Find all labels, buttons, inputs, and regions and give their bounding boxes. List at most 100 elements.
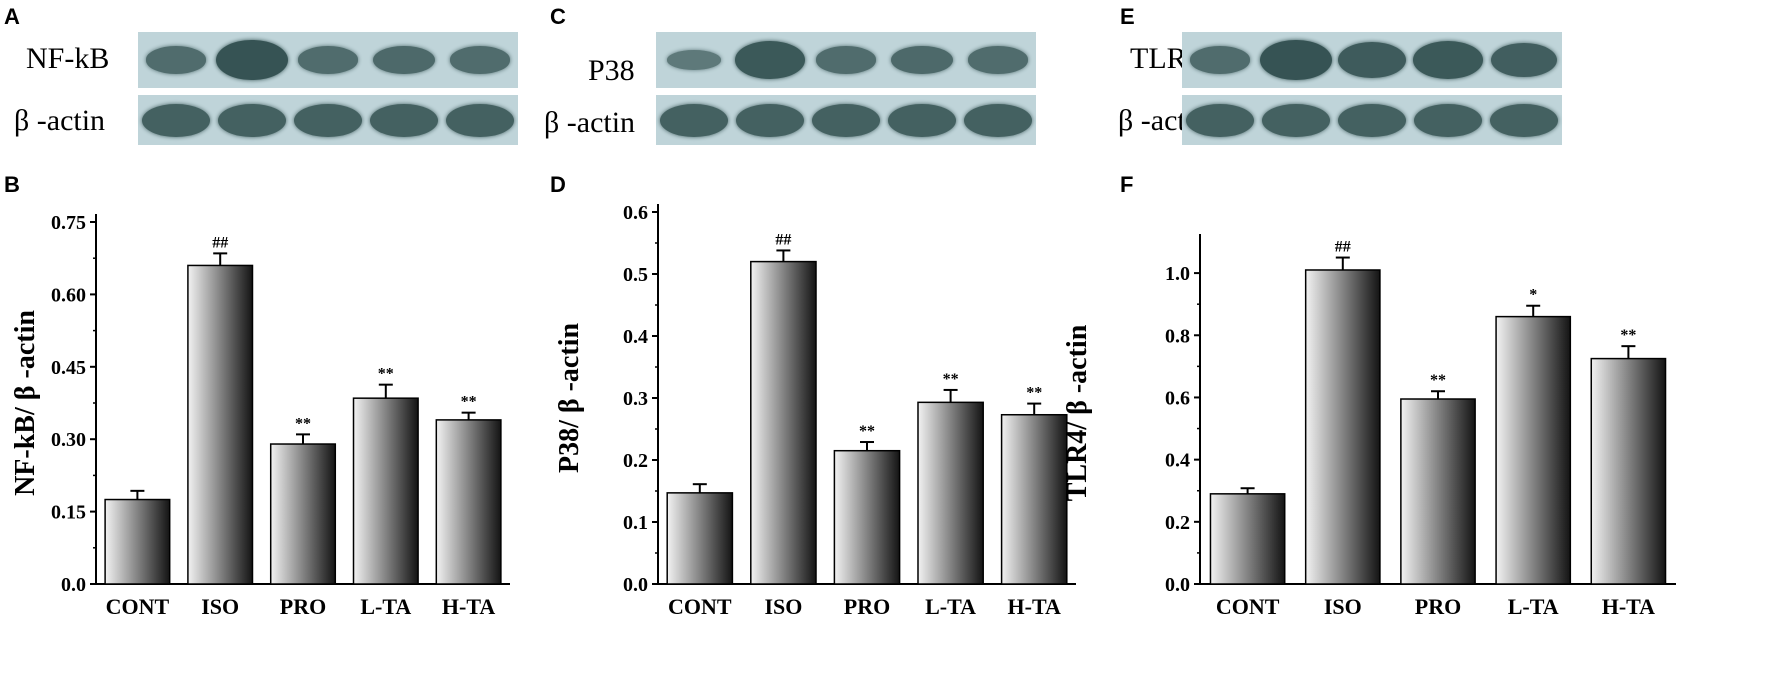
blot-a-protein-band-4 <box>373 45 435 75</box>
chart-b-ytick-label-3: 0.45 <box>51 357 86 379</box>
panel-letter-b: B <box>4 172 20 197</box>
chart-d-ytick-label-2: 0.2 <box>623 450 648 472</box>
blot-e-protein-band-3 <box>1337 41 1407 79</box>
chart-d-annotation-2: ** <box>859 423 875 440</box>
chart-d-annotation-3: ** <box>943 371 959 388</box>
chart-f-ytick-label-0: 0.0 <box>1165 574 1190 596</box>
chart-b-bar-iso <box>187 264 254 585</box>
blot-a-protein-band-1 <box>145 46 207 74</box>
chart-d-ytick-label-5: 0.5 <box>623 264 648 286</box>
chart-d-annotation-4: ** <box>1026 385 1042 402</box>
chart-d-ytick-label-4: 0.4 <box>623 326 648 348</box>
panel-letter-c: C <box>550 4 566 29</box>
chart-d-bar-cont <box>666 492 734 585</box>
blot-e-actin-band-1 <box>1185 103 1255 137</box>
blot-c-protein-label: P38 <box>588 54 635 87</box>
blot-c-protein-band-1 <box>667 50 721 70</box>
blot-e-actin-band-4 <box>1413 103 1483 137</box>
chart-f-annotation-4: ** <box>1620 327 1636 344</box>
chart-b-annotation-1: ## <box>212 234 228 251</box>
blot-e-protein-band-1 <box>1189 46 1251 74</box>
chart-d-annotation-1: ## <box>775 231 791 248</box>
blot-e-actin-strip <box>1182 95 1562 145</box>
chart-d-xtick-label-2: PRO <box>844 594 890 619</box>
chart-d-ytick-label-0: 0.0 <box>623 574 648 596</box>
chart-b-bar-h-ta <box>435 419 502 585</box>
chart-d-bar-pro <box>833 449 901 585</box>
chart-f-xtick-label-3: L-TA <box>1508 594 1559 619</box>
chart-f-xtick-label-0: CONT <box>1216 594 1280 619</box>
chart-b-xtick-label-3: L-TA <box>360 594 411 619</box>
chart-d-ytick-label-3: 0.3 <box>623 388 648 410</box>
blot-c-actin-band-1 <box>659 103 729 137</box>
chart-b-ytick-label-0: 0.0 <box>61 574 86 596</box>
panel-letter-f: F <box>1120 172 1134 197</box>
chart-b-annotation-4: ** <box>461 394 477 411</box>
blot-c-actin-label: β -actin <box>544 106 636 139</box>
panel-letter-e: E <box>1120 4 1135 29</box>
chart-b-xtick-label-2: PRO <box>280 594 326 619</box>
blot-a-actin-label: β -actin <box>14 104 106 137</box>
blot-e-protein-band-2 <box>1259 39 1333 81</box>
blot-e-actin-band-3 <box>1337 103 1407 137</box>
blot-e-actin-band-2 <box>1261 103 1331 137</box>
blot-c-protein-band-3 <box>815 46 877 74</box>
chart-b-ytick-label-4: 0.60 <box>51 284 86 306</box>
blot-a-actin-band-1 <box>141 103 211 137</box>
chart-f-ytick-label-2: 0.4 <box>1165 450 1190 472</box>
blot-c-protein-band-4 <box>891 45 953 75</box>
chart-f-bar-iso <box>1304 269 1381 585</box>
chart-f-ytick-label-3: 0.6 <box>1165 387 1190 409</box>
chart-d-xtick-label-4: H-TA <box>1008 594 1061 619</box>
blot-c-protein-strip <box>656 32 1036 88</box>
chart-d-bar-iso <box>750 260 817 585</box>
chart-d-ylabel: P38/ β -actin <box>554 323 585 473</box>
blot-a-protein-strip <box>138 32 518 88</box>
panel-letter-d: D <box>550 172 566 197</box>
chart-f-ytick-label-4: 0.8 <box>1165 325 1190 347</box>
blot-c-protein-band-5 <box>967 46 1029 74</box>
chart-f-annotation-3: * <box>1529 287 1537 304</box>
blot-a-actin-strip <box>138 95 518 145</box>
chart-b-bar-cont <box>104 498 171 585</box>
blot-e-protein-band-5 <box>1490 42 1558 78</box>
chart-f-ytick-label-1: 0.2 <box>1165 512 1190 534</box>
chart-f-bar-pro <box>1400 398 1476 585</box>
chart-f-annotation-2: ** <box>1430 372 1446 389</box>
chart-d-bar-l-ta <box>917 401 984 585</box>
chart-d-xtick-label-0: CONT <box>668 594 732 619</box>
blot-c-actin-band-3 <box>811 103 881 137</box>
chart-f-bar-l-ta <box>1495 315 1572 585</box>
blot-a-protein-band-2 <box>215 39 289 81</box>
chart-b-xtick-label-1: ISO <box>201 594 239 619</box>
blot-c-actin-strip <box>656 95 1036 145</box>
chart-b-ytick-label-2: 0.30 <box>51 429 86 451</box>
chart-d-ytick-label-6: 0.6 <box>623 202 648 224</box>
chart-b-annotation-2: ** <box>295 415 311 432</box>
chart-b-annotation-3: ** <box>378 366 394 383</box>
chart-b-bar-l-ta <box>352 397 419 585</box>
blot-a-protein-band-3 <box>297 46 359 74</box>
chart-f-xtick-label-1: ISO <box>1324 594 1362 619</box>
chart-f-xtick-label-4: H-TA <box>1602 594 1655 619</box>
chart-b-ytick-label-1: 0.15 <box>51 502 86 524</box>
chart-f-ytick-label-5: 1.0 <box>1165 263 1190 285</box>
chart-b-xtick-label-0: CONT <box>106 594 170 619</box>
chart-b-nfkb: 0.0 0.15 0.30 0.45 0.60 0.75 NF-kB/ β -actin CO… <box>10 212 510 619</box>
blot-a-protein-label: NF-kB <box>26 42 110 75</box>
blot-a-protein-band-5 <box>449 46 511 74</box>
chart-d-ytick-label-1: 0.1 <box>623 512 648 534</box>
chart-d-bar-h-ta <box>1000 413 1068 585</box>
chart-f-bar-h-ta <box>1590 357 1667 585</box>
chart-b-bar-pro <box>269 443 337 585</box>
blot-e-protein-strip <box>1182 32 1562 88</box>
blot-a-actin-band-2 <box>217 103 287 137</box>
blot-c-actin-band-4 <box>887 103 957 137</box>
blot-a-actin-band-4 <box>369 103 439 137</box>
chart-f-ylabel: TLR4/ β -actin <box>1062 324 1093 501</box>
blot-c-protein-band-2 <box>735 41 805 79</box>
chart-b-ylabel: NF-kB/ β -actin <box>10 310 41 496</box>
blot-c-actin-band-5 <box>963 103 1033 137</box>
chart-f-bar-cont <box>1209 493 1286 585</box>
chart-b-xtick-label-4: H-TA <box>442 594 495 619</box>
